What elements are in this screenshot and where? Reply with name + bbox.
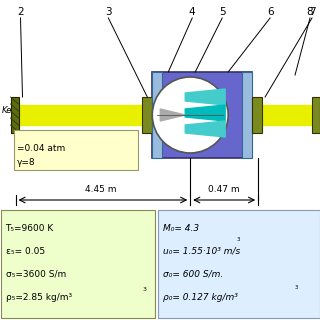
Text: σ₀= 600 S/m.: σ₀= 600 S/m. <box>163 269 223 278</box>
Text: 7: 7 <box>309 7 315 17</box>
Text: Ke: Ke <box>1 106 12 115</box>
Text: 5: 5 <box>219 7 226 17</box>
Bar <box>158 210 320 318</box>
Text: σ₅=3600 S/m: σ₅=3600 S/m <box>5 269 66 278</box>
Polygon shape <box>185 121 225 137</box>
Text: u₀= 1.55·10³ m/s: u₀= 1.55·10³ m/s <box>163 246 241 255</box>
Text: T₅=9600 K: T₅=9600 K <box>5 223 54 233</box>
Bar <box>252 97 262 133</box>
Text: 3: 3 <box>236 237 240 242</box>
Bar <box>152 72 252 158</box>
Bar <box>1 210 155 318</box>
Text: 6: 6 <box>267 7 273 17</box>
Text: γ=8: γ=8 <box>17 157 35 166</box>
Text: 3: 3 <box>105 7 112 17</box>
Bar <box>242 72 252 158</box>
Bar <box>11 97 19 133</box>
Text: ρ₅=2.85 kg/m³: ρ₅=2.85 kg/m³ <box>5 292 72 301</box>
Text: ρ₀= 0.127 kg/m³: ρ₀= 0.127 kg/m³ <box>163 292 238 301</box>
Bar <box>262 105 312 125</box>
Text: ε₅= 0.05: ε₅= 0.05 <box>5 246 45 255</box>
Bar <box>152 72 162 158</box>
Polygon shape <box>160 109 185 121</box>
Bar <box>312 97 320 133</box>
Text: 3: 3 <box>295 285 299 290</box>
Bar <box>142 97 152 133</box>
Text: 4: 4 <box>189 7 196 17</box>
Text: 2: 2 <box>17 7 24 17</box>
Polygon shape <box>185 89 225 105</box>
Text: 8: 8 <box>307 7 313 17</box>
Text: =0.04 atm: =0.04 atm <box>17 143 65 153</box>
Text: 4.45 m: 4.45 m <box>84 185 116 194</box>
Bar <box>13 130 138 170</box>
Bar <box>15 105 145 125</box>
Circle shape <box>152 77 228 153</box>
Text: 0.47 m: 0.47 m <box>208 185 240 194</box>
Text: M₀= 4.3: M₀= 4.3 <box>163 223 199 233</box>
Text: 3: 3 <box>142 287 146 292</box>
Polygon shape <box>185 105 225 121</box>
